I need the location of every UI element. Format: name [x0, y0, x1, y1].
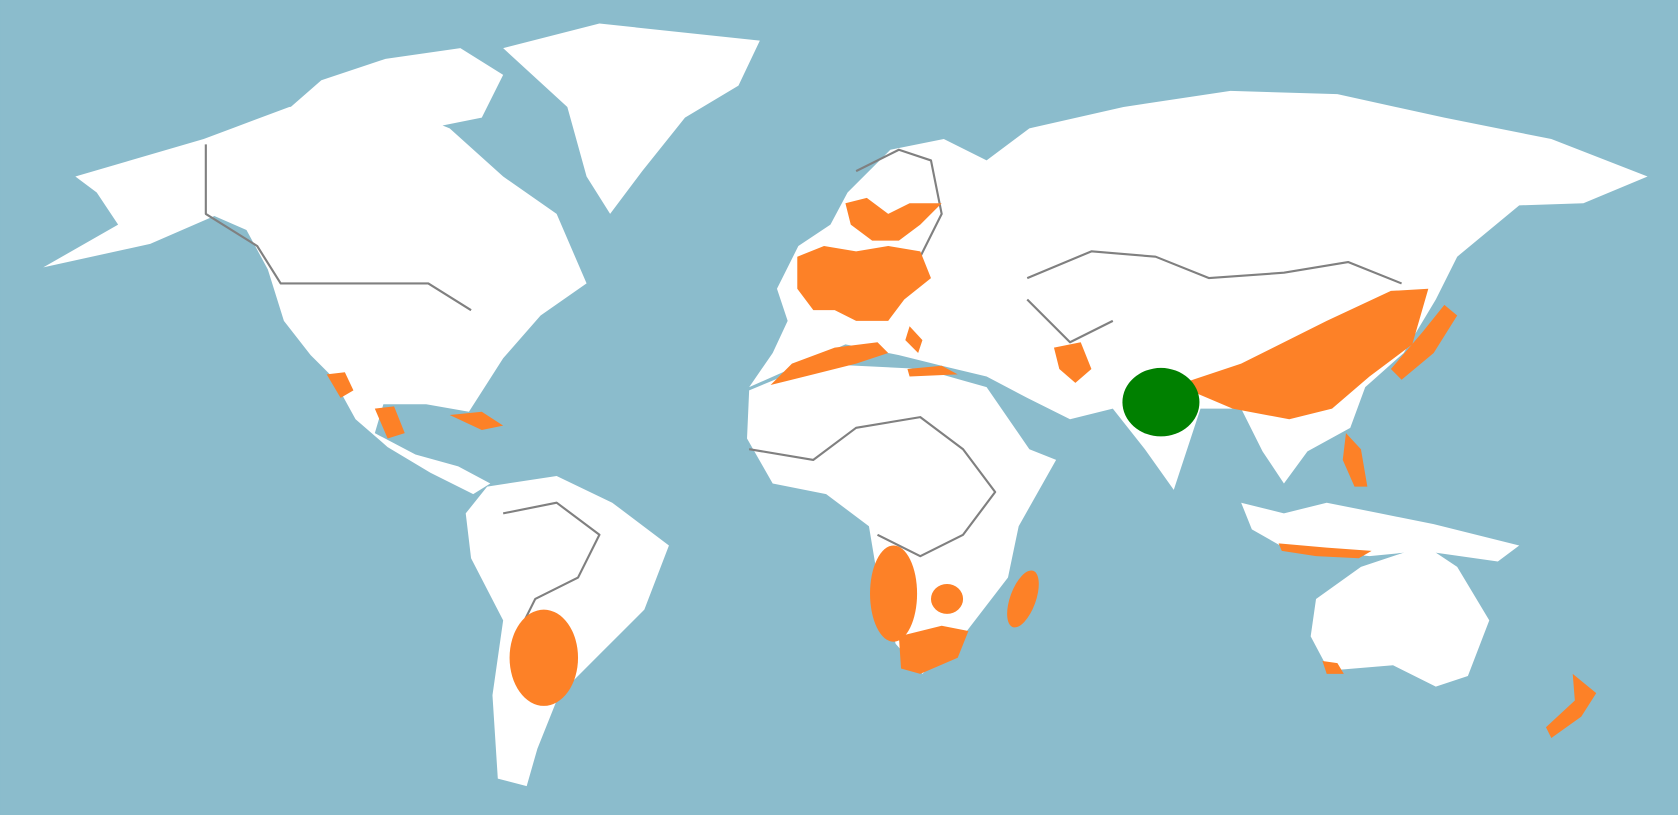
zimbabwe	[930, 583, 964, 614]
iran	[1053, 342, 1092, 383]
mexico-south	[374, 406, 405, 439]
border	[748, 416, 997, 558]
china	[1176, 288, 1429, 420]
philippines	[1342, 433, 1368, 487]
borders	[204, 144, 1402, 643]
japan	[1390, 304, 1458, 380]
egypt-coast	[907, 365, 958, 377]
eurasia	[749, 90, 1648, 490]
angola-namibia	[870, 545, 918, 642]
mexico	[326, 372, 354, 398]
africa	[747, 363, 1057, 674]
border	[1026, 298, 1114, 344]
border	[1026, 250, 1402, 285]
border	[502, 501, 601, 643]
scandinavia	[845, 197, 942, 241]
argentina	[509, 609, 579, 706]
highlighted-regions	[326, 197, 1597, 738]
indonesia	[1278, 543, 1372, 559]
land	[43, 23, 1648, 787]
marker	[1122, 367, 1200, 437]
australia-sw	[1322, 660, 1344, 674]
iberia-north-africa	[770, 342, 889, 386]
madagascar	[1007, 570, 1039, 628]
greece	[905, 326, 923, 353]
europe	[797, 245, 931, 321]
new-zealand	[1545, 673, 1597, 738]
border	[204, 144, 472, 312]
australia	[1310, 545, 1490, 687]
greenland	[503, 23, 760, 214]
north-america	[43, 98, 587, 495]
cuba	[449, 411, 504, 430]
south-africa	[898, 625, 969, 674]
